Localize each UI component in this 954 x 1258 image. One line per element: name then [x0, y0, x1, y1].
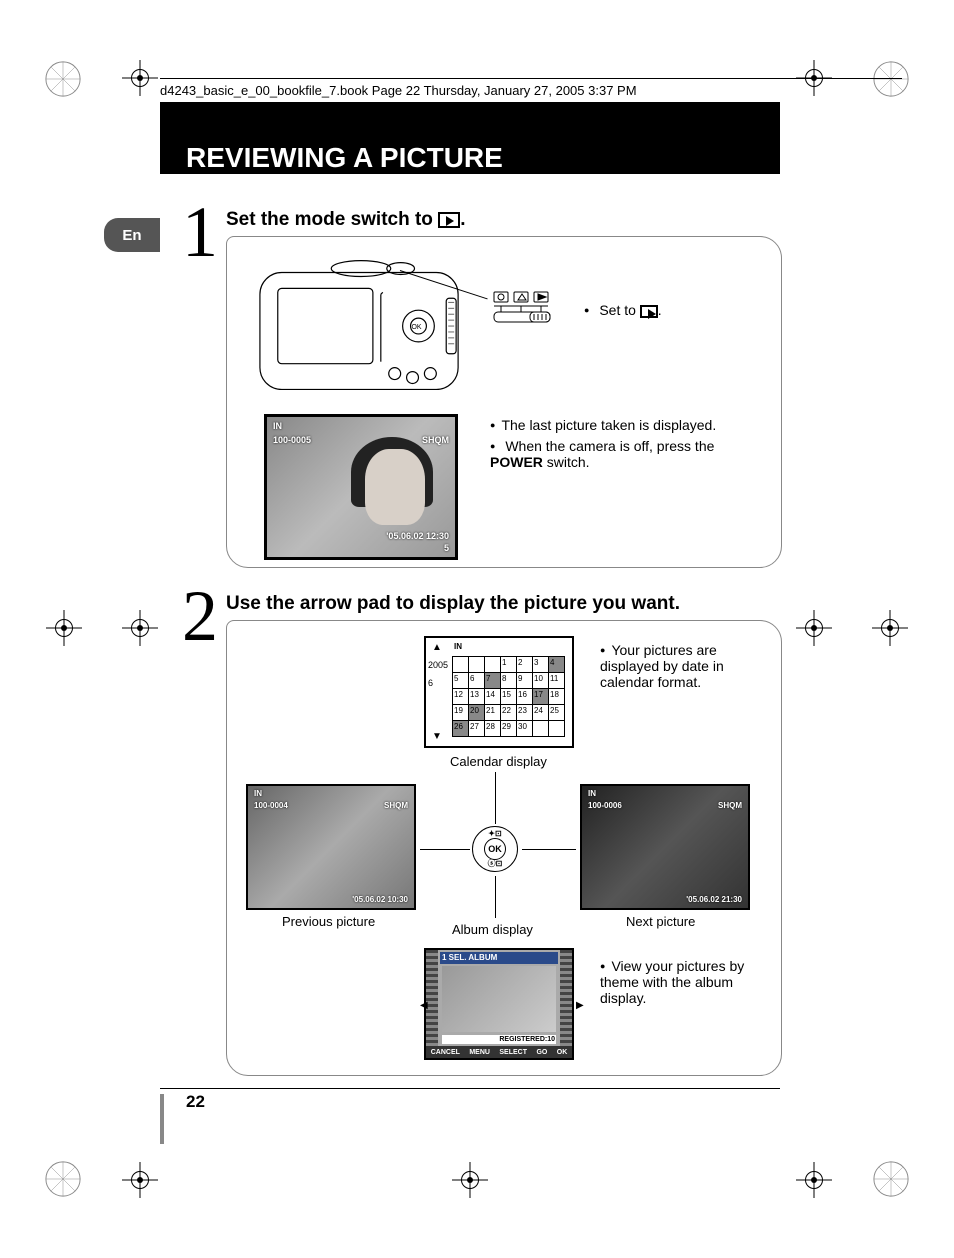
next-thumbnail: IN 100-0006 SHQM '05.06.02 21:30	[580, 784, 750, 910]
cal-month: 6	[428, 678, 433, 688]
prev-date: '05.06.02 10:30	[352, 895, 408, 904]
crosshair-bot-c	[452, 1162, 488, 1198]
crosshair-right-2	[796, 610, 832, 646]
cal-in: IN	[454, 642, 462, 651]
album-menu: MENU	[469, 1049, 490, 1056]
album-arrow-l: ◀	[420, 1000, 428, 1011]
regmark-br	[872, 1160, 910, 1198]
lcd-preview: IN 100-0005 SHQM '05.06.02 12:30 5	[264, 414, 458, 560]
album-arrow-r: ▶	[576, 1000, 584, 1011]
cal-arrow-up: ▲	[432, 642, 442, 653]
lcd-count: 5	[444, 543, 449, 553]
step-2-number: 2	[182, 580, 218, 652]
album-display: 1 SEL. ALBUM REGISTERED:10 CANCEL MENU S…	[424, 948, 574, 1060]
calendar-display: ▲ ▼ IN 2005 6 1234 567891011 12131415161…	[424, 636, 574, 748]
ok-pad: ✦⊡ OK ⓢ⊡	[472, 826, 518, 872]
cross-h-l	[420, 849, 470, 850]
bullet-power-pre: When the camera is off, press the	[505, 438, 714, 454]
cross-v-bot	[495, 876, 496, 918]
bullet-power-bold: POWER	[490, 454, 543, 470]
cal-arrow-down: ▼	[432, 731, 442, 742]
bullet-power-post: switch.	[543, 454, 590, 470]
playback-icon	[438, 212, 460, 228]
page-number: 22	[186, 1092, 205, 1112]
label-album: Album display	[452, 922, 533, 937]
page-title: REVIEWING A PICTURE	[186, 142, 503, 174]
album-strip-r	[560, 950, 572, 1058]
album-select: SELECT	[499, 1049, 527, 1056]
label-next: Next picture	[626, 914, 695, 929]
cross-v-top	[495, 772, 496, 824]
crosshair-right	[872, 610, 908, 646]
album-footer: CANCEL MENU SELECT GO OK	[426, 1046, 572, 1058]
book-header: d4243_basic_e_00_bookfile_7.book Page 22…	[160, 78, 902, 98]
playback-icon-small	[640, 305, 658, 318]
lcd-in: IN	[273, 421, 282, 431]
svg-text:OK: OK	[411, 324, 421, 331]
page-rule	[160, 1088, 780, 1089]
cal-year: 2005	[428, 660, 448, 670]
mode-switch-detail	[492, 290, 554, 335]
album-ok: OK	[557, 1049, 568, 1056]
crosshair-bot-r	[796, 1162, 832, 1198]
okpad-down-icon: ⓢ⊡	[488, 858, 503, 869]
regmark-tl	[44, 60, 82, 98]
prev-thumbnail: IN 100-0004 SHQM '05.06.02 10:30	[246, 784, 416, 910]
page-vbar	[160, 1094, 164, 1144]
lcd-face	[365, 449, 425, 525]
label-prev: Previous picture	[282, 914, 375, 929]
crosshair-bot	[122, 1162, 158, 1198]
step-1-heading: Set the mode switch to .	[226, 209, 465, 231]
bullet-set-to-text: Set to	[599, 302, 639, 318]
bullet-power: When the camera is off, press the POWER …	[490, 438, 750, 470]
bullet-album: View your pictures by theme with the alb…	[600, 958, 770, 1006]
cal-grid: 1234 567891011 12131415161718 1920212223…	[452, 656, 565, 737]
okpad-ok: OK	[484, 838, 506, 860]
album-header: 1 SEL. ALBUM	[440, 952, 558, 964]
album-image	[442, 966, 556, 1032]
prev-mode: SHQM	[384, 801, 408, 810]
crosshair-left	[46, 610, 82, 646]
prev-file: 100-0004	[254, 801, 288, 810]
camera-illustration: OK	[252, 254, 470, 404]
lcd-mode: SHQM	[422, 435, 449, 445]
next-file: 100-0006	[588, 801, 622, 810]
next-in: IN	[588, 789, 596, 798]
step-1-heading-post: .	[460, 209, 465, 230]
bullet-last-picture: The last picture taken is displayed.	[490, 417, 716, 433]
next-mode: SHQM	[718, 801, 742, 810]
album-registered: REGISTERED:10	[442, 1035, 556, 1044]
bullet-set-to: Set to .	[584, 302, 662, 318]
prev-in: IN	[254, 789, 262, 798]
cross-h-r	[522, 849, 576, 850]
album-cancel: CANCEL	[431, 1049, 460, 1056]
crosshair-left-2	[122, 610, 158, 646]
lcd-file: 100-0005	[273, 435, 311, 445]
regmark-bl	[44, 1160, 82, 1198]
bullet-calendar: Your pictures are displayed by date in c…	[600, 642, 770, 690]
lcd-date: '05.06.02 12:30	[386, 531, 449, 541]
okpad-up-icon: ✦⊡	[488, 829, 501, 838]
step-1-number: 1	[182, 196, 218, 268]
step-1-heading-text: Set the mode switch to	[226, 209, 438, 230]
step-2-heading: Use the arrow pad to display the picture…	[226, 593, 680, 615]
crosshair-top	[122, 60, 158, 96]
next-date: '05.06.02 21:30	[686, 895, 742, 904]
label-calendar: Calendar display	[450, 754, 547, 769]
language-tab: En	[104, 218, 160, 252]
album-go: GO	[536, 1049, 547, 1056]
